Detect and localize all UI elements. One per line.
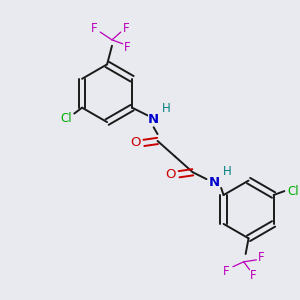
Text: H: H (223, 165, 231, 178)
Text: Cl: Cl (287, 184, 299, 198)
Text: F: F (223, 265, 230, 278)
Text: F: F (250, 269, 257, 282)
Text: N: N (209, 176, 220, 189)
Text: F: F (91, 22, 98, 34)
Text: F: F (124, 41, 131, 54)
Text: H: H (162, 102, 171, 115)
Text: F: F (258, 251, 265, 264)
Text: O: O (130, 136, 140, 149)
Text: N: N (148, 113, 159, 126)
Text: Cl: Cl (61, 112, 72, 125)
Text: F: F (122, 22, 129, 34)
Text: O: O (165, 168, 175, 181)
